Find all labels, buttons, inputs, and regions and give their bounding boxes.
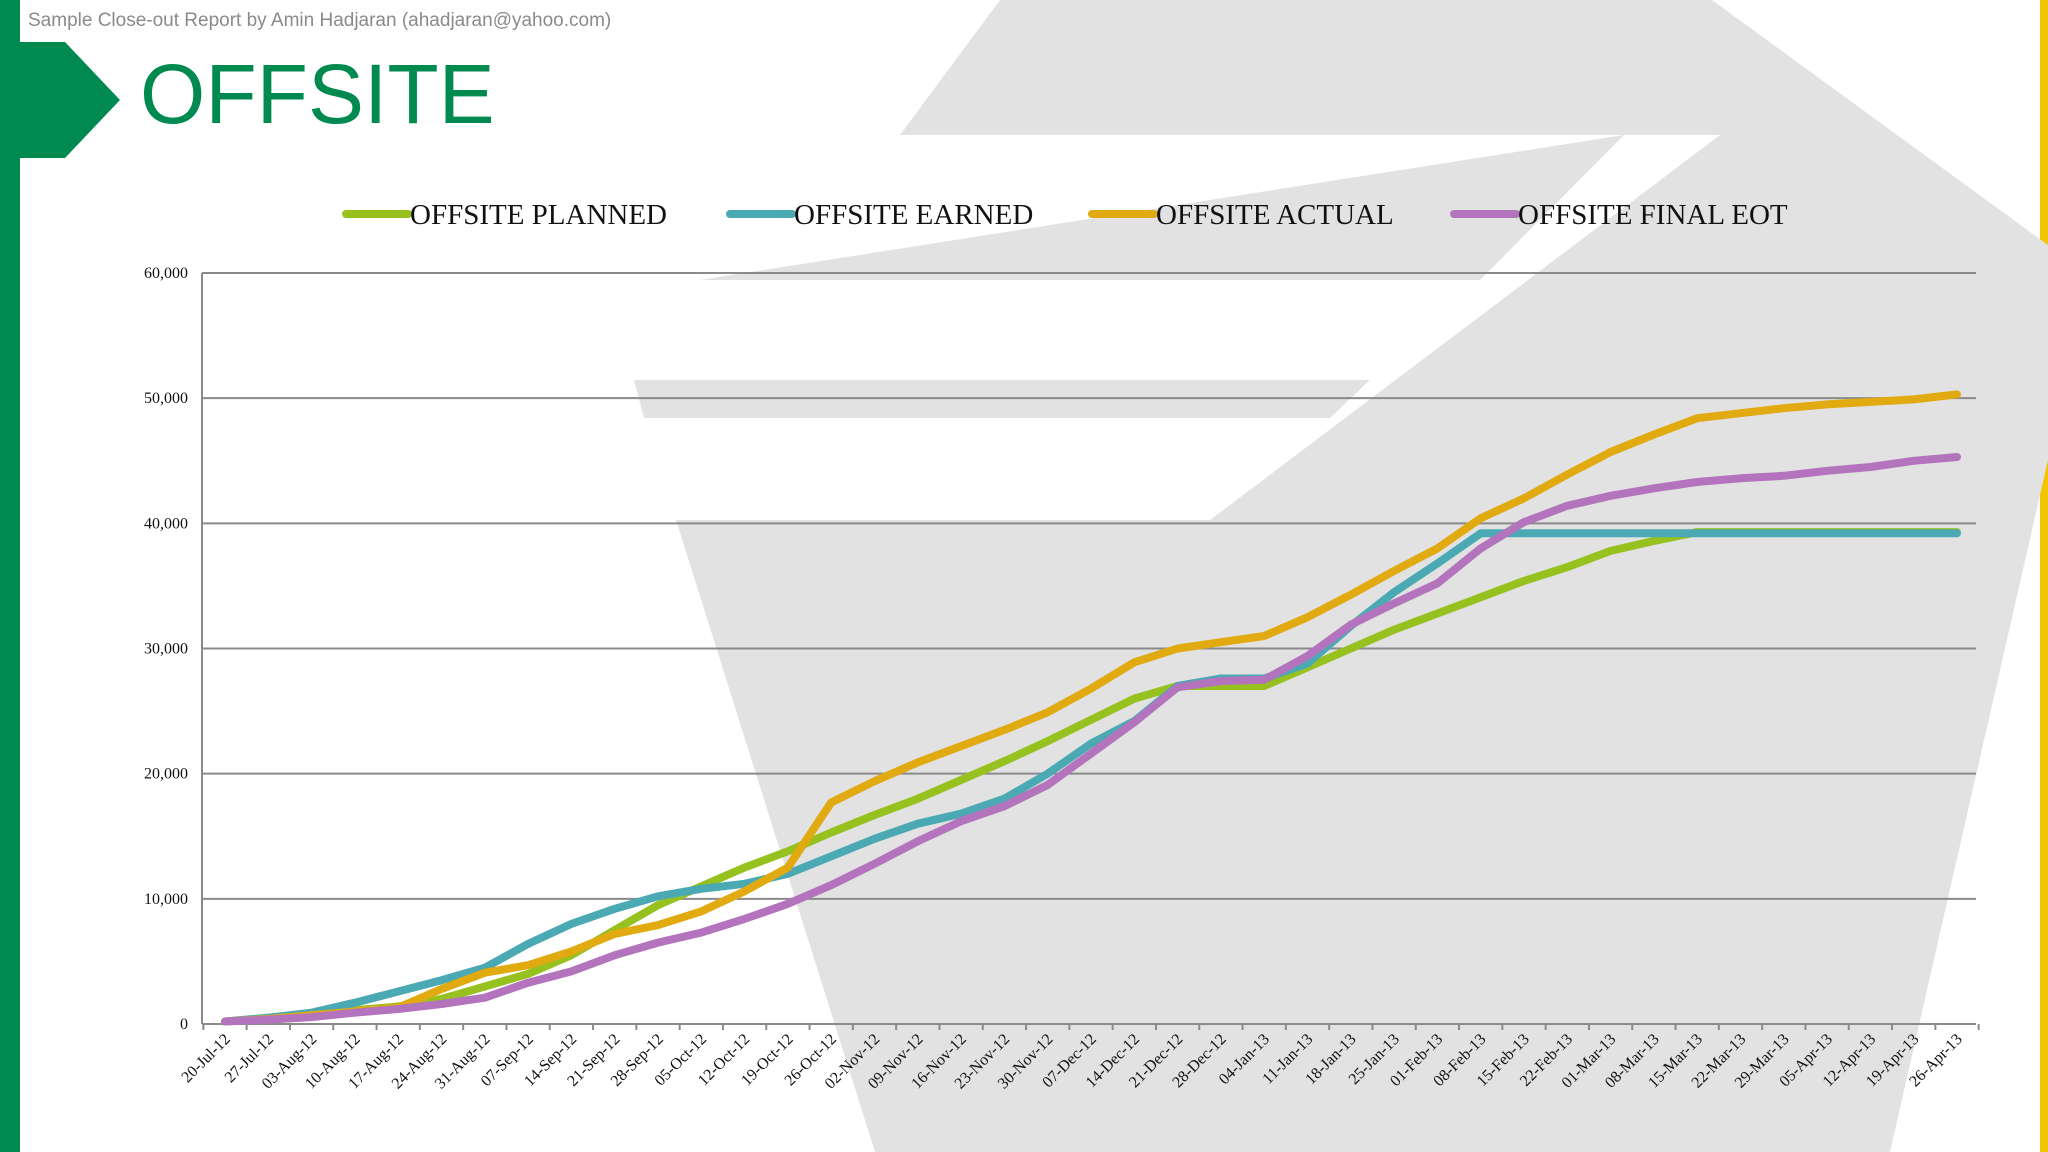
y-tick-label: 60,000 <box>144 265 188 282</box>
slide-title: OFFSITE <box>140 47 495 141</box>
y-tick-label: 20,000 <box>144 766 188 783</box>
left-accent-bar <box>0 0 20 1152</box>
chart-axes <box>201 273 1976 1025</box>
legend-label: OFFSITE ACTUAL <box>1156 199 1394 231</box>
right-accent-bar <box>2040 0 2048 1152</box>
header-note: Sample Close-out Report by Amin Hadjaran… <box>28 10 612 31</box>
background-decoration <box>634 0 2048 1152</box>
series-line <box>221 453 1961 1026</box>
chart-legend: OFFSITE PLANNED OFFSITE EARNED OFFSITE ACT… <box>342 199 1788 231</box>
background-shape <box>700 135 1624 280</box>
y-axis-ticks: 0 10,000 20,000 30,000 40,000 50,000 60,000 <box>144 265 188 1033</box>
legend-label: OFFSITE EARNED <box>794 199 1033 231</box>
y-tick-label: 10,000 <box>144 891 188 908</box>
series-line <box>221 390 1961 1026</box>
chart-series <box>221 390 1961 1026</box>
y-tick-label: 40,000 <box>144 515 188 532</box>
legend-label: OFFSITE FINAL EOT <box>1518 199 1788 231</box>
legend-label: OFFSITE PLANNED <box>410 199 667 231</box>
y-tick-label: 0 <box>180 1016 188 1033</box>
chart-grid <box>202 272 1976 900</box>
y-tick-label: 30,000 <box>144 641 188 658</box>
background-shape <box>676 0 2048 1152</box>
y-tick-label: 50,000 <box>144 390 188 407</box>
series-line <box>221 529 1961 1026</box>
series-line <box>221 528 1961 1026</box>
